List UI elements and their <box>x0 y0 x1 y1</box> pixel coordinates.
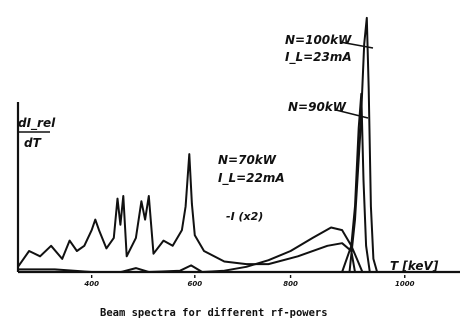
x-axis-label: T [keV] <box>390 259 439 273</box>
figure-caption: Beam spectra for different rf-powers <box>100 307 328 319</box>
annotation-n70kw: N=70kW <box>218 153 277 167</box>
x-tick-label-1: 600 <box>187 280 202 288</box>
series-line-1 <box>17 226 364 273</box>
annotation-il22ma: I_L=22mA <box>218 171 285 186</box>
annotation-layer <box>335 41 374 119</box>
series-line-3 <box>348 16 379 273</box>
x-tick-label-3: 1000 <box>395 280 415 288</box>
y-axis-label-denominator: dT <box>24 136 42 150</box>
annotation-n90kw: N=90kW <box>288 100 347 114</box>
x-tick-label-2: 800 <box>283 280 298 288</box>
x-ticks: 400 600 800 1000 <box>84 275 415 288</box>
x-tick-label-0: 400 <box>84 280 99 288</box>
annotation-current-x2: -I (x2) <box>226 210 263 223</box>
leader-line-90kw <box>335 109 369 119</box>
annotation-il23ma: I_L=23mA <box>285 50 352 65</box>
annotation-n100kw: N=100kW <box>285 33 352 47</box>
y-axis-label-numerator: dI_rel <box>18 116 56 131</box>
leader-line-100kw <box>339 41 374 49</box>
series-layer <box>17 16 379 273</box>
series-line-0 <box>17 153 356 273</box>
series-line-2 <box>341 92 371 273</box>
